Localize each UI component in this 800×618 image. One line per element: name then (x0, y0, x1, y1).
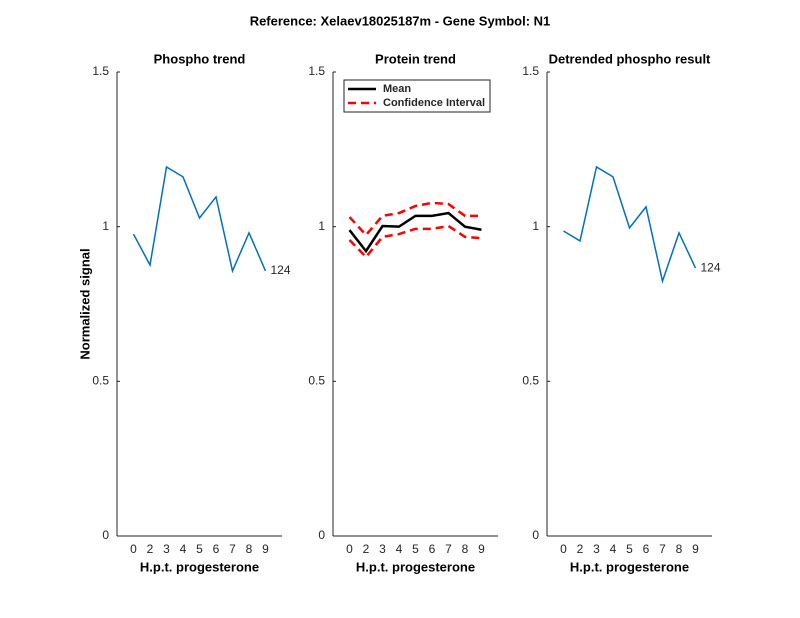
x-axis-label: H.p.t. progesterone (140, 559, 259, 574)
y-tick-label: 1.5 (92, 64, 109, 78)
line (348, 211, 482, 254)
axis-title: Protein trend (375, 51, 456, 66)
x-tick-label: 7 (229, 542, 236, 556)
x-tick-label: 3 (379, 542, 386, 556)
figure-title: Reference: Xelaev18025187m - Gene Symbol… (250, 13, 551, 28)
y-tick-label: 1 (532, 219, 539, 233)
x-tick-label: 5 (412, 542, 419, 556)
line (563, 165, 697, 284)
legend-label: Mean (383, 83, 411, 95)
x-tick-label: 6 (643, 542, 650, 556)
x-tick-label: 6 (429, 542, 436, 556)
x-tick-label: 4 (180, 542, 187, 556)
x-tick-label: 9 (262, 542, 269, 556)
y-tick-label: 0 (102, 528, 109, 542)
annotation: 124 (271, 263, 291, 277)
y-tick-label: 0.5 (522, 374, 539, 388)
x-tick-label: 7 (659, 542, 666, 556)
x-tick-label: 0 (130, 542, 137, 556)
x-tick-label: 8 (676, 542, 683, 556)
y-tick-label: 1.5 (308, 64, 325, 78)
ci-upper (348, 201, 482, 237)
line (132, 165, 267, 274)
legend-box (343, 79, 491, 113)
x-tick-label: 3 (163, 542, 170, 556)
annotation: 124 (701, 260, 721, 274)
y-tick-label: 1 (102, 219, 109, 233)
x-tick-label: 6 (213, 542, 220, 556)
x-axis-label: H.p.t. progesterone (356, 559, 475, 574)
y-axis-label: Normalized signal (77, 248, 92, 359)
x-tick-label: 5 (196, 542, 203, 556)
y-tick-label: 0.5 (308, 374, 325, 388)
x-tick-label: 4 (396, 542, 403, 556)
axis-title: Phospho trend (154, 51, 246, 66)
x-tick-label: 7 (445, 542, 452, 556)
y-tick-label: 1 (318, 219, 325, 233)
x-tick-label: 9 (478, 542, 485, 556)
legend-label: Confidence Interval (383, 97, 485, 109)
x-tick-label: 9 (692, 542, 699, 556)
x-tick-label: 5 (626, 542, 633, 556)
ci-lower (348, 224, 482, 259)
x-axis-label: H.p.t. progesterone (570, 559, 689, 574)
x-tick-label: 2 (577, 542, 584, 556)
x-tick-label: 3 (593, 542, 600, 556)
y-tick-label: 0 (532, 528, 539, 542)
y-tick-label: 1.5 (522, 64, 539, 78)
y-tick-label: 0.5 (92, 374, 109, 388)
x-tick-label: 8 (462, 542, 469, 556)
x-tick-label: 2 (363, 542, 370, 556)
y-tick-label: 0 (318, 528, 325, 542)
x-tick-label: 2 (147, 542, 154, 556)
x-tick-label: 0 (560, 542, 567, 556)
x-tick-label: 4 (610, 542, 617, 556)
axis-title: Detrended phospho result (549, 51, 711, 66)
x-tick-label: 0 (346, 542, 353, 556)
x-tick-label: 8 (246, 542, 253, 556)
